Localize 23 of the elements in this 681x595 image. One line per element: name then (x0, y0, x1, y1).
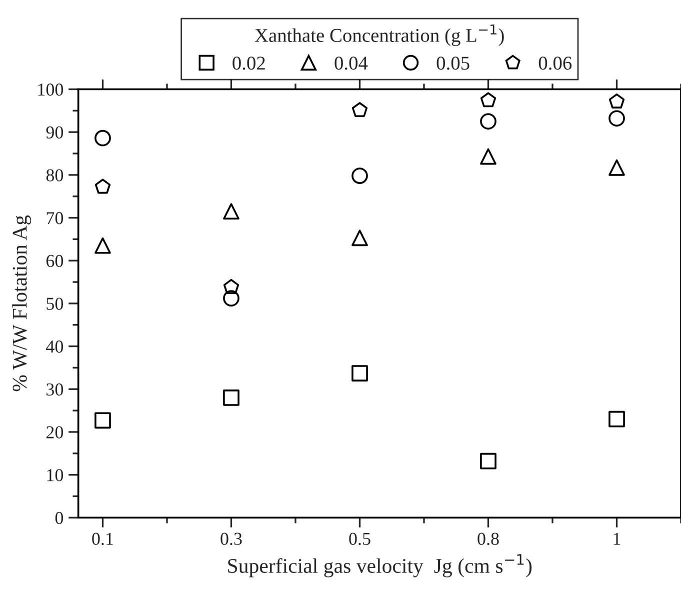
y-tick-label: 80 (46, 169, 64, 182)
legend-title: Xanthate Concentration (g L$^{−1}$) (254, 24, 504, 46)
x-tick-label: 0.5 (349, 532, 370, 546)
y-tick-label: 70 (46, 212, 64, 224)
y-tick-label: 30 (46, 383, 64, 396)
y-tick-label: 10 (47, 469, 64, 482)
legend-label: 0.04 (334, 56, 368, 70)
y-tick-label: 50 (46, 298, 64, 310)
y-tick-label: 100 (38, 84, 64, 96)
legend-label: 0.06 (538, 56, 572, 70)
y-axis-title: % W/W Flotation Ag (12, 215, 32, 392)
y-tick-label: 90 (46, 126, 64, 139)
x-tick-label: 0.8 (478, 532, 499, 546)
y-tick-label: 60 (46, 254, 64, 268)
y-tick-label: 20 (46, 426, 64, 438)
x-tick-label: 1 (614, 532, 620, 545)
legend-label: 0.02 (232, 56, 265, 70)
legend-label: 0.05 (436, 56, 470, 70)
y-tick-label: 0 (55, 512, 64, 524)
x-axis-title: Superficial gas velocity Jg (cm s$^{−1}$) (228, 554, 532, 578)
y-tick-label: 40 (46, 340, 64, 353)
x-tick-label: 0.3 (220, 532, 242, 546)
x-tick-label: 0.1 (92, 532, 113, 546)
